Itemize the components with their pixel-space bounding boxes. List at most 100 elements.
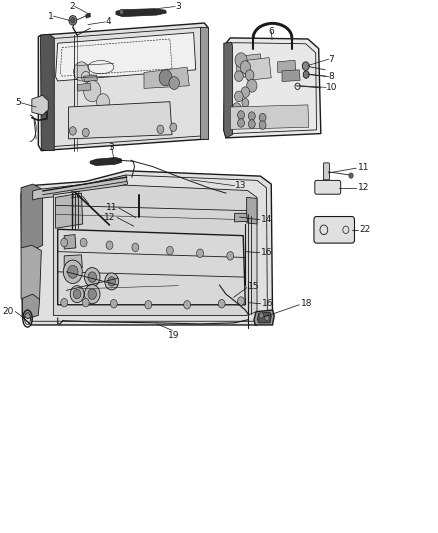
Polygon shape <box>258 312 271 323</box>
FancyBboxPatch shape <box>76 272 182 307</box>
Circle shape <box>85 268 100 287</box>
Text: 1: 1 <box>48 12 53 21</box>
Polygon shape <box>38 23 208 151</box>
Circle shape <box>302 62 309 70</box>
Polygon shape <box>84 75 97 82</box>
Circle shape <box>71 18 75 23</box>
Text: 10: 10 <box>326 83 338 92</box>
Polygon shape <box>21 171 272 325</box>
Polygon shape <box>56 33 196 81</box>
Circle shape <box>166 246 173 255</box>
Circle shape <box>73 289 81 299</box>
FancyBboxPatch shape <box>78 104 160 137</box>
Circle shape <box>259 313 264 318</box>
Circle shape <box>132 243 139 252</box>
Text: 15: 15 <box>248 282 260 291</box>
Polygon shape <box>230 105 309 130</box>
Circle shape <box>88 289 96 300</box>
Circle shape <box>259 114 266 122</box>
Circle shape <box>120 9 124 14</box>
Polygon shape <box>200 27 208 139</box>
Circle shape <box>237 111 244 119</box>
Circle shape <box>248 112 255 120</box>
Circle shape <box>88 272 96 282</box>
Circle shape <box>242 108 249 117</box>
Polygon shape <box>58 229 245 305</box>
Polygon shape <box>64 255 82 269</box>
Circle shape <box>170 123 177 132</box>
Text: 20: 20 <box>2 306 14 316</box>
Circle shape <box>80 238 87 247</box>
Polygon shape <box>237 54 263 78</box>
Circle shape <box>184 301 191 309</box>
Circle shape <box>145 301 152 309</box>
Circle shape <box>235 91 243 102</box>
Circle shape <box>84 80 101 102</box>
Circle shape <box>237 297 244 305</box>
Circle shape <box>159 70 172 86</box>
Text: 4: 4 <box>105 18 111 27</box>
Circle shape <box>61 238 67 247</box>
Polygon shape <box>224 38 321 138</box>
Circle shape <box>69 15 77 25</box>
Polygon shape <box>56 193 83 228</box>
Circle shape <box>233 103 241 114</box>
Text: 22: 22 <box>360 225 371 235</box>
Circle shape <box>110 300 117 308</box>
Circle shape <box>74 62 89 81</box>
Text: 7: 7 <box>328 55 334 63</box>
Text: 12: 12 <box>104 213 116 222</box>
Circle shape <box>303 71 309 78</box>
Circle shape <box>245 70 254 80</box>
Polygon shape <box>53 185 257 316</box>
Polygon shape <box>247 197 257 224</box>
Circle shape <box>108 277 116 286</box>
Circle shape <box>106 241 113 249</box>
Polygon shape <box>68 102 172 139</box>
Circle shape <box>227 252 234 260</box>
Polygon shape <box>33 175 127 200</box>
Polygon shape <box>235 213 247 222</box>
Polygon shape <box>40 34 54 151</box>
Polygon shape <box>22 294 39 319</box>
Circle shape <box>259 121 266 130</box>
Polygon shape <box>247 58 271 80</box>
Circle shape <box>67 265 78 278</box>
Text: 18: 18 <box>301 299 312 308</box>
Circle shape <box>197 249 204 257</box>
Circle shape <box>82 128 89 137</box>
Text: 11: 11 <box>358 163 369 172</box>
Text: 16: 16 <box>262 299 274 308</box>
Circle shape <box>237 119 244 127</box>
Circle shape <box>349 173 353 178</box>
Circle shape <box>105 273 119 290</box>
Circle shape <box>81 71 90 82</box>
FancyBboxPatch shape <box>314 216 354 243</box>
Circle shape <box>70 286 84 303</box>
FancyBboxPatch shape <box>133 221 144 230</box>
Text: 19: 19 <box>168 332 179 341</box>
Circle shape <box>96 94 110 110</box>
Text: 6: 6 <box>268 27 274 36</box>
Circle shape <box>169 77 179 90</box>
Text: 11: 11 <box>106 203 117 212</box>
Circle shape <box>61 298 67 307</box>
Circle shape <box>247 79 257 92</box>
Text: 17: 17 <box>70 191 81 200</box>
Circle shape <box>241 87 250 98</box>
Circle shape <box>242 99 249 107</box>
Text: 2: 2 <box>69 2 75 11</box>
Text: 13: 13 <box>235 181 246 190</box>
Polygon shape <box>90 158 122 165</box>
FancyBboxPatch shape <box>323 163 329 180</box>
Circle shape <box>218 300 225 308</box>
Circle shape <box>240 61 251 74</box>
Polygon shape <box>254 310 274 325</box>
Circle shape <box>64 260 82 284</box>
Circle shape <box>265 316 269 321</box>
Polygon shape <box>278 60 296 72</box>
Circle shape <box>85 285 100 304</box>
FancyBboxPatch shape <box>135 212 143 221</box>
Polygon shape <box>77 83 91 91</box>
Text: 5: 5 <box>15 98 21 107</box>
